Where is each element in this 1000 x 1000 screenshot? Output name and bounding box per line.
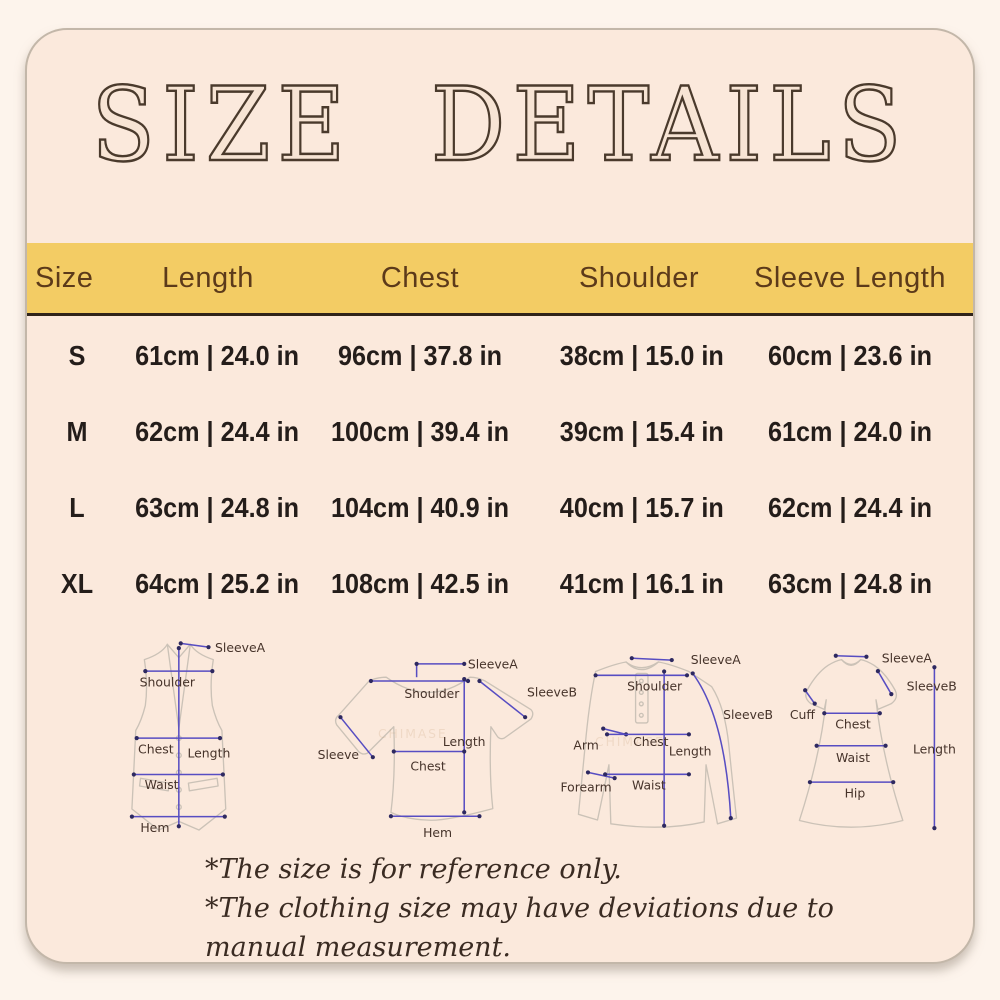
- longsleeve-watermark: CHIMASE: [595, 735, 665, 749]
- size-table-body: S 61cm | 24.0 in 96cm | 37.8 in 38cm | 1…: [27, 318, 973, 622]
- dress-hip-label: Hip: [845, 785, 866, 800]
- longsleeve-outline: [577, 661, 738, 828]
- vest-hem-label: Hem: [140, 820, 169, 835]
- longsleeve-forearm-label: Forearm: [561, 780, 612, 794]
- length-cell: 61cm | 24.0 in: [135, 340, 300, 371]
- sleeve-cell: 62cm | 24.4 in: [768, 492, 932, 523]
- longsleeve-shoulder-label: Shoulder: [627, 680, 683, 694]
- longsleeve-sleeveb-label: SleeveB: [723, 708, 773, 722]
- vest-waist-label: Waist: [145, 777, 179, 792]
- shoulder-cell: 41cm | 16.1 in: [559, 568, 724, 599]
- sleeve-cell: 60cm | 23.6 in: [768, 340, 932, 371]
- tshirt-watermark: CHIMASE: [378, 727, 448, 741]
- shoulder-cell: 40cm | 15.7 in: [559, 492, 724, 523]
- dress-sleevea-label: SleeveA: [882, 650, 933, 665]
- size-chart-card: SIZE DETAILS Size Length Chest Shoulder …: [25, 28, 975, 964]
- vest-length-label: Length: [187, 745, 230, 760]
- tshirt-diagram: CHIMASE SleeveA Shoulder SleeveB Sleeve …: [318, 658, 577, 841]
- longsleeve-measure-lines: [585, 656, 733, 828]
- longsleeve-chest-label: Chest: [633, 735, 669, 749]
- dress-waist-label: Waist: [836, 750, 870, 765]
- vest-diagram: SleeveA Shoulder Chest Length Waist Hem: [129, 640, 266, 835]
- table-header-row: Size Length Chest Shoulder Sleeve Length: [27, 243, 973, 313]
- size-cell: L: [69, 492, 85, 523]
- shoulder-cell: 38cm | 15.0 in: [559, 340, 724, 371]
- page-title: SIZE DETAILS: [90, 65, 909, 185]
- length-cell: 62cm | 24.4 in: [135, 416, 300, 447]
- note-line: *The size is for reference only.: [205, 854, 622, 885]
- sleeve-cell: 61cm | 24.0 in: [768, 416, 932, 447]
- longsleeve-arm-label: Arm: [573, 739, 598, 753]
- tshirt-sleeve-label: Sleeve: [318, 748, 359, 762]
- table-row: M 62cm | 24.4 in 100cm | 39.4 in 39cm | …: [27, 394, 973, 470]
- longsleeve-sleevea-label: SleeveA: [691, 653, 741, 667]
- table-row: L 63cm | 24.8 in 104cm | 40.9 in 40cm | …: [27, 470, 973, 546]
- chest-cell: 96cm | 37.8 in: [338, 340, 502, 371]
- sleeve-cell: 63cm | 24.8 in: [768, 568, 932, 599]
- header-chest: Chest: [380, 261, 460, 294]
- dress-sleeveb-label: SleeveB: [907, 678, 957, 693]
- tshirt-measure-lines: [338, 661, 528, 819]
- vest-sleevea-label: SleeveA: [215, 640, 266, 655]
- longsleeve-length-label: Length: [669, 744, 712, 758]
- vest-measure-lines: [129, 641, 227, 829]
- longsleeve-waist-label: Waist: [632, 779, 666, 793]
- header-shoulder: Shoulder: [578, 261, 700, 294]
- longsleeve-diagram: CHIMASE SleeveA Shoulder SleeveB Arm Che…: [561, 653, 773, 828]
- chest-cell: 100cm | 39.4 in: [331, 416, 509, 447]
- table-row: S 61cm | 24.0 in 96cm | 37.8 in 38cm | 1…: [27, 318, 973, 394]
- vest-shoulder-label: Shoulder: [140, 674, 196, 689]
- shoulder-cell: 39cm | 15.4 in: [559, 416, 724, 447]
- header-sleeve-length: Sleeve Length: [754, 261, 946, 294]
- header-size: Size: [35, 261, 94, 294]
- dress-chest-label: Chest: [835, 717, 871, 732]
- vest-outline: [131, 643, 227, 831]
- chest-cell: 104cm | 40.9 in: [331, 492, 509, 523]
- tshirt-hem-label: Hem: [423, 826, 452, 840]
- chest-cell: 108cm | 42.5 in: [331, 568, 509, 599]
- note-line: *The clothing size may have deviations d…: [205, 893, 834, 964]
- header-length: Length: [162, 261, 254, 294]
- tshirt-sleeveb-label: SleeveB: [527, 685, 577, 699]
- size-cell: XL: [60, 568, 94, 599]
- footer-notes: *The size is for reference only. *The cl…: [205, 850, 933, 964]
- table-row: XL 64cm | 25.2 in 108cm | 42.5 in 41cm |…: [27, 546, 973, 622]
- dress-outline: [798, 658, 904, 828]
- header-divider: [27, 313, 973, 316]
- tshirt-length-label: Length: [443, 735, 486, 749]
- vest-chest-label: Chest: [138, 741, 174, 756]
- dress-length-label: Length: [913, 741, 956, 756]
- dress-cuff-label: Cuff: [790, 707, 816, 722]
- tshirt-chest-label: Chest: [410, 760, 446, 774]
- tshirt-shoulder-label: Shoulder: [404, 687, 460, 701]
- tshirt-sleevea-label: SleeveA: [468, 658, 518, 672]
- size-cell: S: [68, 340, 86, 371]
- measurement-diagrams: SleeveA Shoulder Chest Length Waist Hem …: [27, 630, 973, 862]
- dress-measure-lines: [803, 653, 937, 831]
- length-cell: 63cm | 24.8 in: [135, 492, 300, 523]
- dress-diagram: SleeveA SleeveB Cuff Chest Waist Hip Len…: [790, 650, 957, 831]
- length-cell: 64cm | 25.2 in: [135, 568, 300, 599]
- size-cell: M: [66, 416, 88, 447]
